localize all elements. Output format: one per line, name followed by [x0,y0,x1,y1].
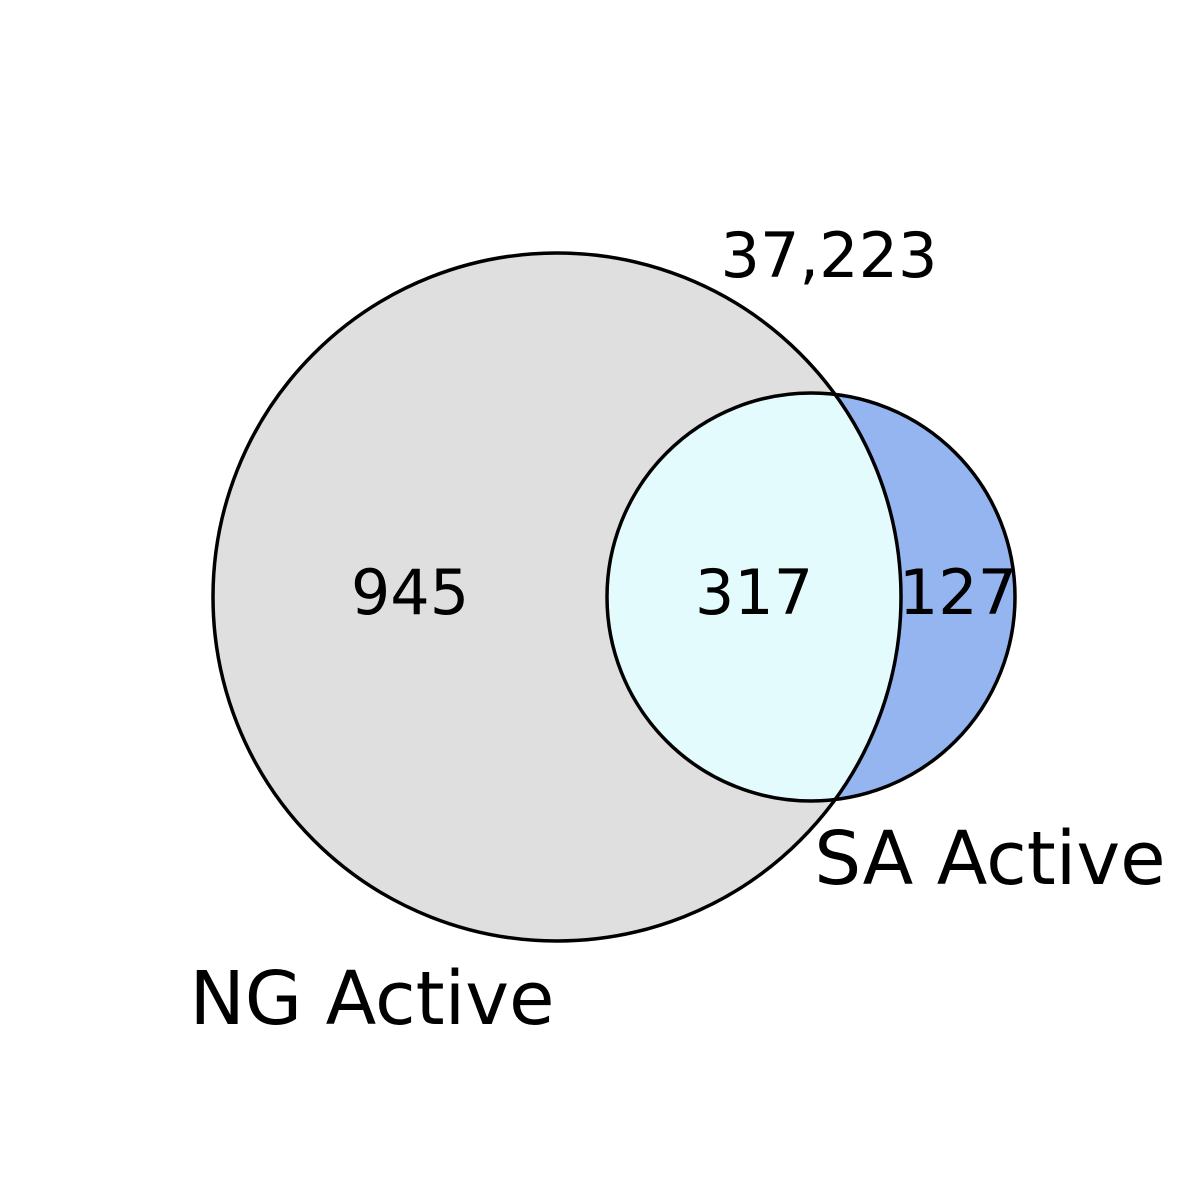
sa-active-outline [605,391,1017,803]
ng-active-outline [211,251,903,943]
ng-active-label: NG Active [189,956,554,1042]
intersection-region [607,393,901,801]
sa-active-label: SA Active [814,816,1165,902]
intersection-count: 317 [695,556,813,629]
sa-only-count: 127 [899,556,1017,629]
outside-count: 37,223 [721,219,938,292]
ng-only-count: 945 [351,556,469,629]
